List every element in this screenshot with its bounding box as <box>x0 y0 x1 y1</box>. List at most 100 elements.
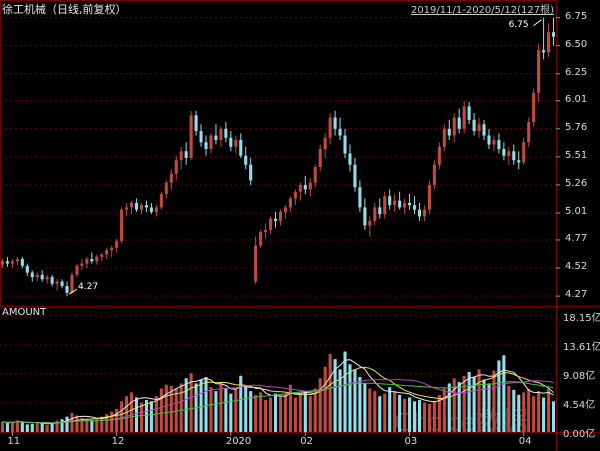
amount-bar <box>437 394 441 432</box>
candle-body <box>269 218 273 230</box>
amount-bar <box>50 423 54 432</box>
price-tick-label: 6.50 <box>565 38 588 50</box>
high-annotation-arrow <box>533 19 542 27</box>
candle-body <box>343 135 347 154</box>
amount-tick-label: 9.08亿 <box>563 370 596 382</box>
amount-bar <box>259 392 263 432</box>
amount-bar <box>234 389 238 432</box>
candle-body <box>313 166 317 183</box>
amount-bar <box>398 394 402 432</box>
amount-bar <box>90 419 94 432</box>
amount-bar <box>358 377 362 432</box>
amount-ma-line <box>2 359 554 425</box>
amount-bar <box>55 420 59 432</box>
candle-body <box>249 164 253 181</box>
amount-bar <box>293 397 297 432</box>
candle-body <box>427 184 431 210</box>
date-range-label[interactable]: 2019/11/1-2020/5/12(127根) <box>410 5 554 16</box>
candle-body <box>388 196 392 206</box>
amount-tick-label: 13.61亿 <box>563 342 600 354</box>
candle-body <box>229 137 233 147</box>
amount-ma-line <box>2 381 554 424</box>
amount-bar <box>244 385 248 432</box>
price-tick-label: 5.51 <box>565 149 588 161</box>
amount-bar <box>283 393 287 432</box>
candle-body <box>338 128 342 136</box>
low-price-annotation: 4.27 <box>78 282 99 293</box>
candle-body <box>105 250 109 255</box>
amount-bar <box>169 385 173 432</box>
amount-bar <box>164 384 168 432</box>
amount-bar <box>378 396 382 432</box>
candle-body <box>125 207 129 210</box>
amount-bar <box>313 388 317 432</box>
candle-body <box>398 200 402 208</box>
amount-tick-label: 18.15亿 <box>563 313 600 324</box>
candle-body <box>318 149 322 167</box>
candle-body <box>383 196 387 215</box>
price-tick-label: 5.01 <box>565 206 588 218</box>
amount-bar <box>408 397 412 432</box>
candle-body <box>90 259 94 262</box>
candle-body <box>437 146 441 165</box>
candle-body <box>547 32 551 53</box>
candle-body <box>288 198 292 208</box>
candle-body <box>393 200 397 206</box>
price-tick-label: 6.01 <box>565 93 588 105</box>
candle-body <box>234 140 238 147</box>
amount-bar <box>432 401 436 432</box>
price-tick-label: 4.77 <box>565 232 588 244</box>
candle-body <box>537 50 541 93</box>
amount-bar <box>452 378 456 432</box>
candle-body <box>100 254 104 257</box>
amount-bar <box>442 388 446 432</box>
amount-bar <box>333 359 337 432</box>
amount-bar <box>492 370 496 432</box>
amount-bar <box>40 423 44 432</box>
candle-body <box>273 218 278 221</box>
amount-bar <box>532 396 536 432</box>
amount-bar <box>184 378 188 432</box>
price-panel-frame <box>0 0 557 307</box>
candle-body <box>115 241 119 248</box>
candle-body <box>447 128 451 136</box>
amount-bar <box>45 424 49 432</box>
amount-bar <box>551 401 556 432</box>
amount-bar <box>10 422 14 432</box>
candle-body <box>154 207 158 212</box>
amount-bar <box>318 378 322 432</box>
amount-bar <box>264 400 268 432</box>
high-price-annotation: 6.75 <box>508 19 529 30</box>
amount-bar <box>353 369 357 432</box>
amount-bar <box>125 396 129 432</box>
amount-tick-label: 0.00亿 <box>563 429 596 440</box>
amount-bar <box>422 402 426 432</box>
amount-bar <box>323 366 327 432</box>
amount-bar <box>110 411 114 432</box>
candle-body <box>55 281 59 284</box>
candle-body <box>45 277 49 280</box>
amount-bar <box>100 416 104 432</box>
amount-bar <box>502 355 506 432</box>
amount-bar <box>403 398 407 432</box>
amount-bar <box>338 369 342 432</box>
amount-bar <box>25 424 29 432</box>
candle-body <box>487 135 491 145</box>
amount-bar <box>199 379 203 432</box>
candle-body <box>95 256 99 262</box>
amount-bar <box>427 403 431 432</box>
amount-bar <box>70 412 74 432</box>
amount-bar <box>467 371 471 432</box>
candle-body <box>40 274 44 280</box>
amount-bar <box>512 389 516 432</box>
amount-bar <box>60 419 64 432</box>
candle-body <box>417 209 422 217</box>
price-tick-label: 4.52 <box>565 261 588 273</box>
candle-body <box>502 149 506 156</box>
candle-body <box>497 140 501 150</box>
amount-bar <box>273 393 278 432</box>
chart-title: 徐工机械（日线,前复权） <box>2 3 127 16</box>
amount-bar <box>348 364 352 432</box>
